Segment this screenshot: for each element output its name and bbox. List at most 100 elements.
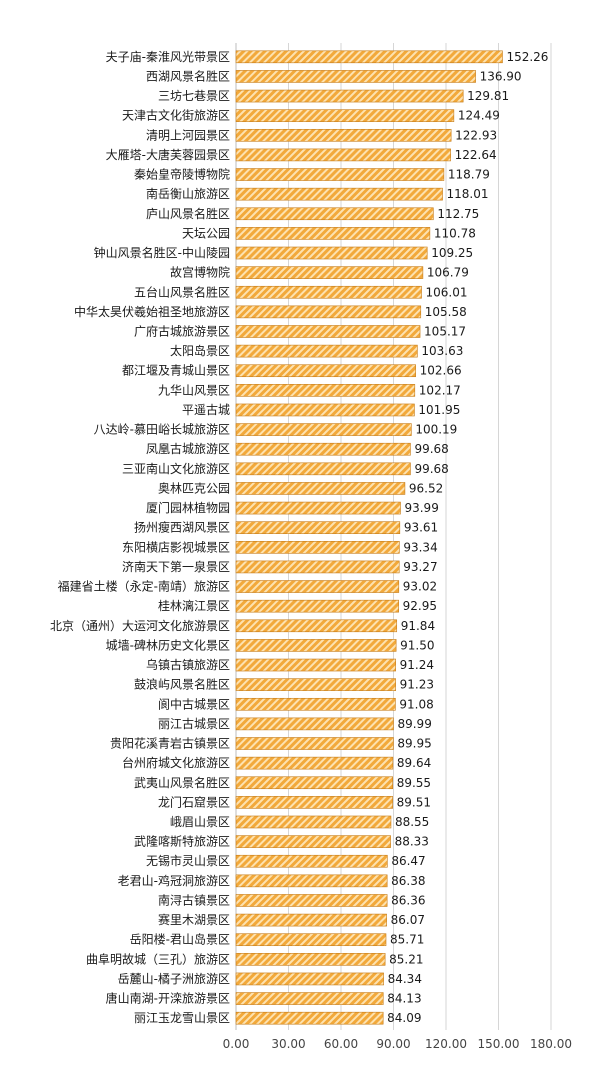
x-tick-label: 150.00 — [478, 1037, 520, 1051]
bar — [235, 384, 416, 397]
bar — [235, 403, 415, 417]
category-label: 桂林漓江景区 — [158, 598, 230, 613]
category-label: 三坊七巷景区 — [158, 88, 230, 103]
bar — [235, 285, 422, 299]
category-label: 丽江古城景区 — [158, 716, 230, 731]
category-label: 贵阳花溪青岩古镇景区 — [110, 736, 230, 751]
bar — [235, 639, 397, 652]
bar — [235, 835, 391, 848]
bar — [235, 717, 394, 731]
category-label: 台州府城文化旅游区 — [122, 755, 230, 770]
bar — [235, 815, 392, 829]
value-label: 88.33 — [395, 835, 429, 849]
category-label: 曲阜明故城（三孔）旅游区 — [86, 951, 230, 966]
x-tick-label: 120.00 — [425, 1037, 467, 1051]
bar — [235, 776, 394, 790]
bar — [235, 227, 431, 240]
value-label: 101.95 — [418, 403, 460, 417]
value-label: 102.17 — [419, 383, 461, 397]
bar — [235, 50, 503, 64]
value-label: 91.08 — [399, 697, 433, 711]
category-label: 老君山-鸡冠洞旅游区 — [118, 873, 230, 888]
category-label: 清明上河园景区 — [146, 128, 230, 142]
category-label: 五台山风景名胜区 — [134, 284, 230, 299]
category-label: 丽江玉龙雪山景区 — [134, 1011, 230, 1025]
bar — [235, 992, 384, 1005]
bar — [235, 599, 399, 613]
value-label: 100.19 — [415, 423, 457, 437]
value-label: 85.21 — [389, 952, 423, 966]
category-label: 鼓浪屿风景名胜区 — [134, 677, 230, 692]
category-label: 赛里木湖景区 — [158, 912, 230, 927]
category-label: 岳麓山-橘子洲旅游区 — [118, 971, 230, 986]
bar — [235, 874, 388, 888]
value-label: 91.24 — [400, 658, 434, 672]
category-label: 乌镇古镇旅游区 — [146, 657, 230, 672]
value-label: 93.34 — [403, 540, 437, 554]
category-label: 西湖风景名胜区 — [146, 68, 230, 83]
category-label: 福建省土楼（永定-南靖）旅游区 — [58, 579, 230, 594]
bar — [235, 442, 411, 456]
value-label: 84.13 — [387, 992, 421, 1006]
category-label: 奥林匹克公园 — [158, 481, 230, 495]
category-label: 无锡市灵山景区 — [146, 853, 230, 868]
bars — [235, 50, 503, 1025]
value-label: 103.63 — [421, 344, 463, 358]
category-label: 峨眉山景区 — [170, 815, 230, 829]
category-label: 平遥古城 — [182, 402, 230, 417]
value-label: 112.75 — [437, 207, 479, 221]
value-label: 91.23 — [400, 678, 434, 692]
value-label: 122.93 — [455, 128, 497, 142]
bar — [235, 423, 412, 436]
value-label: 89.99 — [397, 717, 431, 731]
bar — [235, 70, 476, 83]
value-label: 129.81 — [467, 89, 509, 103]
bar — [235, 953, 386, 966]
value-label: 118.01 — [447, 187, 489, 201]
value-label: 99.68 — [414, 442, 448, 456]
bar — [235, 266, 424, 279]
bar — [235, 89, 464, 103]
value-label: 93.02 — [403, 580, 437, 594]
x-tick-label: 30.00 — [271, 1037, 305, 1051]
category-label: 扬州瘦西湖风景区 — [134, 520, 230, 535]
category-label: 唐山南湖-开滦旅游景区 — [106, 991, 230, 1006]
category-label: 武夷山风景名胜区 — [134, 775, 230, 790]
value-label: 93.27 — [403, 560, 437, 574]
bar — [235, 207, 434, 221]
value-label: 152.26 — [506, 50, 548, 64]
value-label: 93.61 — [404, 521, 438, 535]
category-label: 广府古城旅游景区 — [134, 323, 230, 338]
bar — [235, 305, 422, 319]
category-label: 北京（通州）大运河文化旅游景区 — [50, 618, 230, 633]
category-label: 九华山风景区 — [158, 383, 230, 397]
value-label: 89.64 — [397, 756, 431, 770]
category-label: 东阳横店影视城景区 — [122, 539, 230, 554]
category-label: 钟山风景名胜区-中山陵园 — [94, 245, 230, 260]
category-label: 武隆喀斯特旅游区 — [134, 834, 230, 849]
category-label: 南岳衡山旅游区 — [146, 186, 230, 201]
category-label: 岳阳楼-君山岛景区 — [130, 932, 230, 947]
category-label: 秦始皇帝陵博物院 — [134, 167, 230, 182]
value-label: 88.55 — [395, 815, 429, 829]
value-label: 86.36 — [391, 893, 425, 907]
bar — [235, 854, 388, 868]
value-label: 93.99 — [404, 501, 438, 515]
value-labels: 152.26 136.90 129.81 124.49 122.93 122.64 118.… — [387, 50, 548, 1025]
bar — [235, 560, 400, 574]
bar — [235, 894, 388, 907]
value-label: 122.64 — [455, 148, 497, 162]
value-label: 89.55 — [397, 776, 431, 790]
value-label: 136.90 — [480, 69, 522, 83]
value-label: 109.25 — [431, 246, 473, 260]
value-label: 84.09 — [387, 1011, 421, 1025]
value-label: 105.17 — [424, 324, 466, 338]
bar — [235, 737, 394, 750]
bar — [235, 148, 451, 162]
category-label: 凤凰古城旅游区 — [146, 441, 230, 456]
category-label: 夫子庙-秦淮风光带景区 — [106, 50, 230, 64]
category-label: 南浔古镇景区 — [158, 892, 230, 907]
bar — [235, 246, 428, 260]
bar — [235, 501, 401, 515]
value-label: 89.95 — [397, 737, 431, 751]
